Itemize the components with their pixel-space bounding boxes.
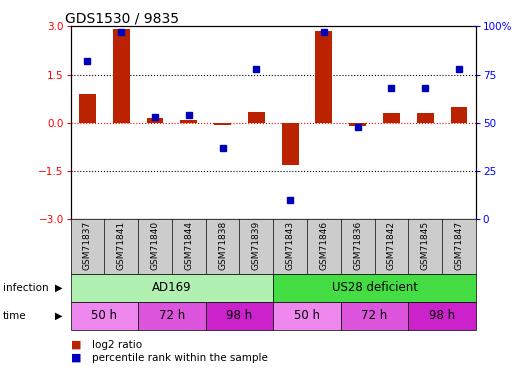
Text: 98 h: 98 h bbox=[429, 309, 455, 322]
Text: 50 h: 50 h bbox=[92, 309, 117, 322]
Bar bbox=[341, 302, 408, 330]
Text: 98 h: 98 h bbox=[226, 309, 253, 322]
Text: GSM71839: GSM71839 bbox=[252, 221, 261, 270]
Bar bbox=[315, 31, 333, 123]
Bar bbox=[248, 111, 265, 123]
Bar bbox=[113, 30, 130, 123]
Text: ■: ■ bbox=[71, 340, 81, 350]
Bar bbox=[349, 123, 366, 126]
Bar bbox=[417, 113, 434, 123]
Text: GSM71837: GSM71837 bbox=[83, 221, 92, 270]
Text: GSM71838: GSM71838 bbox=[218, 221, 227, 270]
Text: ▶: ▶ bbox=[55, 311, 63, 321]
Text: percentile rank within the sample: percentile rank within the sample bbox=[92, 353, 267, 363]
Bar bbox=[282, 123, 299, 165]
Bar bbox=[79, 94, 96, 123]
Text: infection: infection bbox=[3, 283, 48, 293]
Text: time: time bbox=[3, 311, 26, 321]
Text: AD169: AD169 bbox=[152, 281, 192, 294]
Bar bbox=[214, 123, 231, 125]
Text: GSM71844: GSM71844 bbox=[184, 221, 194, 270]
Bar bbox=[180, 120, 197, 123]
Bar bbox=[146, 118, 164, 123]
Text: GSM71843: GSM71843 bbox=[286, 221, 294, 270]
Text: GSM71842: GSM71842 bbox=[387, 221, 396, 270]
Bar bbox=[138, 302, 206, 330]
Text: GSM71845: GSM71845 bbox=[421, 221, 430, 270]
Bar bbox=[408, 302, 476, 330]
Bar bbox=[451, 107, 468, 123]
Bar bbox=[383, 113, 400, 123]
Bar bbox=[71, 274, 273, 302]
Text: 72 h: 72 h bbox=[159, 309, 185, 322]
Bar bbox=[273, 274, 476, 302]
Text: GSM71841: GSM71841 bbox=[117, 221, 126, 270]
Text: ■: ■ bbox=[71, 353, 81, 363]
Text: 72 h: 72 h bbox=[361, 309, 388, 322]
Text: GSM71840: GSM71840 bbox=[151, 221, 160, 270]
Text: 50 h: 50 h bbox=[294, 309, 320, 322]
Bar bbox=[71, 302, 138, 330]
Text: ▶: ▶ bbox=[55, 283, 63, 293]
Bar bbox=[206, 302, 273, 330]
Text: GSM71846: GSM71846 bbox=[320, 221, 328, 270]
Text: US28 deficient: US28 deficient bbox=[332, 281, 417, 294]
Text: GSM71836: GSM71836 bbox=[353, 221, 362, 270]
Text: GDS1530 / 9835: GDS1530 / 9835 bbox=[65, 11, 179, 25]
Text: GSM71847: GSM71847 bbox=[454, 221, 463, 270]
Bar bbox=[273, 302, 341, 330]
Text: log2 ratio: log2 ratio bbox=[92, 340, 142, 350]
